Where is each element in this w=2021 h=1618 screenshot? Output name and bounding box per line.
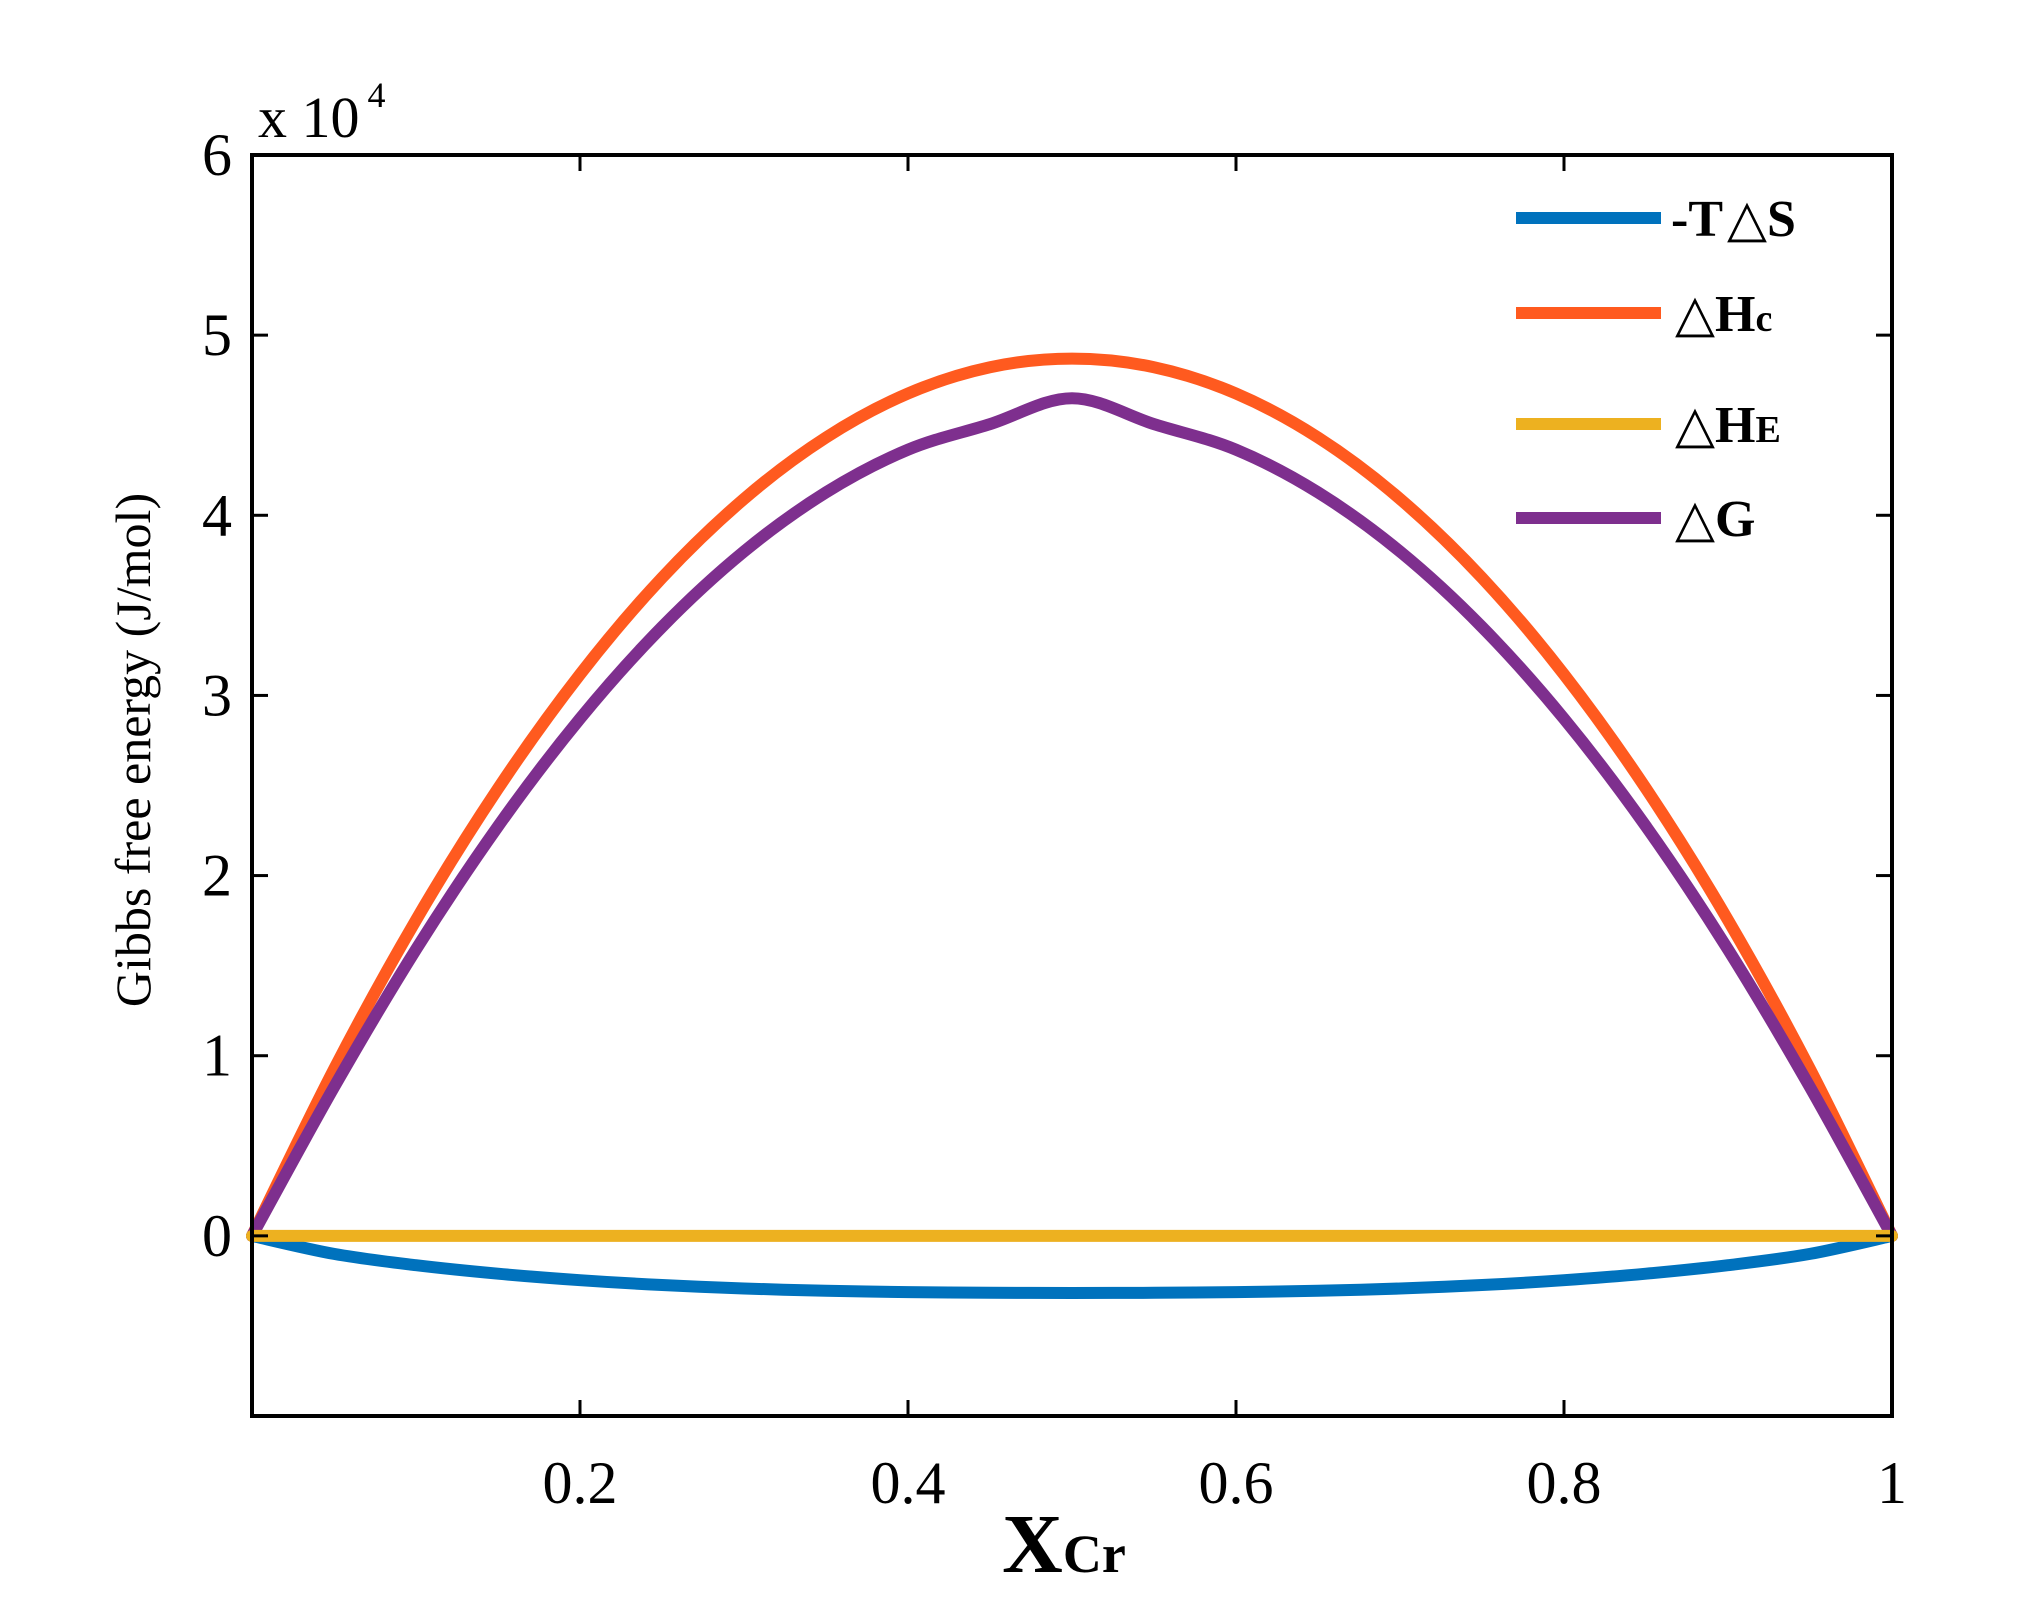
legend-entry-delta-he-label: △HE (1675, 397, 1781, 454)
x-tick-label: 0.4 (871, 1450, 946, 1516)
x-axis-label: XCr (1002, 1498, 1126, 1591)
legend-entry-neg-t-delta-s-label: -T△S (1671, 191, 1796, 248)
y-exponent-label: x 10 4 (258, 75, 386, 150)
series-line-delta-g (246, 392, 1898, 1242)
y-tick-label: 5 (202, 302, 232, 368)
series-line-delta-hc (246, 352, 1898, 1242)
y-axis-label: Gibbs free energy (J/mol) (105, 493, 161, 1007)
y-exponent-power: 4 (368, 75, 386, 115)
axis-ticks (252, 153, 1894, 1416)
y-tick-label: 6 (202, 122, 232, 188)
y-tick-label: 3 (202, 662, 232, 728)
y-exponent-base: x 10 (258, 85, 360, 150)
legend-entry-delta-hc-label: △Hc (1675, 286, 1772, 343)
y-tick-label: 0 (202, 1203, 232, 1269)
x-tick-label: 0.2 (543, 1450, 618, 1516)
axis-tick-labels: 0.2 0.4 0.6 0.8 1 0 1 2 3 4 5 6 (202, 122, 1907, 1516)
x-axis-label-main: X (1002, 1498, 1063, 1591)
legend-entry-delta-g-label: △G (1675, 491, 1755, 548)
plot-area-frame (250, 153, 1894, 1418)
x-axis-label-subscript: Cr (1063, 1524, 1126, 1584)
series-line-neg-t-delta-s (246, 1229, 1898, 1299)
y-tick-label: 4 (202, 482, 232, 548)
y-tick-label: 2 (202, 843, 232, 909)
x-tick-label: 1 (1877, 1450, 1907, 1516)
y-tick-label: 1 (202, 1023, 232, 1089)
x-tick-label: 0.6 (1199, 1450, 1274, 1516)
x-tick-label: 0.8 (1527, 1450, 1602, 1516)
series-layer (246, 352, 1898, 1299)
legend: -T△S △Hc △HE △G (1516, 191, 1796, 548)
